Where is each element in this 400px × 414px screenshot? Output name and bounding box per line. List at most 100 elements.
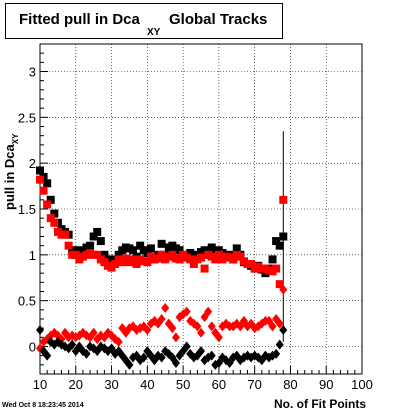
title-box: Fitted pull in Dca XY Global Tracks	[5, 3, 283, 39]
data-point-square	[114, 250, 123, 259]
chart-title-rest: Global Tracks	[169, 11, 268, 28]
x-tick-label: 100	[351, 377, 373, 392]
data-point-diamond	[139, 352, 148, 363]
data-point-diamond	[157, 352, 166, 363]
x-axis-label: No. of Fit Points	[274, 397, 366, 411]
data-point-square	[50, 209, 59, 218]
data-point-square	[132, 260, 141, 268]
data-point-diamond	[182, 341, 191, 352]
data-point-square	[93, 227, 102, 236]
x-tick-label: 90	[319, 377, 333, 392]
data-point-diamond	[143, 325, 152, 335]
data-point-diamond	[36, 325, 44, 335]
chart-title: Fitted pull in Dca	[19, 11, 140, 28]
data-point-diamond	[275, 339, 284, 350]
data-point-square	[64, 241, 73, 250]
data-point-diamond	[197, 327, 205, 338]
data-point-square	[189, 260, 198, 268]
data-point-diamond	[193, 321, 202, 332]
chart-title-subscript: XY	[147, 27, 161, 38]
data-point-square	[39, 186, 48, 195]
y-tick-label: 1	[29, 248, 36, 263]
data-point-diamond	[214, 332, 223, 343]
data-point-diamond	[68, 339, 77, 350]
y-tick-label: 0	[29, 340, 36, 355]
data-point-diamond	[207, 350, 216, 361]
data-point-square	[211, 255, 220, 264]
data-point-square	[279, 232, 288, 241]
data-point-square	[71, 250, 80, 259]
data-point-square	[46, 195, 55, 204]
data-point-square	[89, 232, 98, 241]
data-point-square	[272, 237, 281, 246]
data-point-square	[50, 218, 59, 227]
data-point-square	[186, 255, 195, 264]
data-point-diamond	[171, 332, 180, 343]
data-point-square	[111, 260, 120, 268]
data-point-diamond	[171, 358, 180, 368]
y-axis-label-main: pull in Dca	[2, 144, 17, 210]
x-tick-label: 30	[104, 377, 118, 392]
data-point-diamond	[204, 306, 213, 317]
y-axis-label: pull in DcaXY	[2, 133, 20, 210]
data-point-square	[36, 175, 44, 184]
data-point-square	[129, 246, 138, 255]
x-tick-label: 80	[283, 377, 297, 392]
data-point-diamond	[168, 323, 177, 334]
data-point-square	[46, 214, 55, 223]
data-point-square	[36, 166, 44, 175]
x-tick-label: 20	[69, 377, 83, 392]
data-point-square	[268, 255, 277, 264]
y-tick-label: 0.5	[18, 294, 36, 309]
data-point-square	[136, 241, 145, 250]
data-point-diamond	[82, 348, 91, 359]
data-point-square	[275, 280, 284, 289]
data-point-square	[129, 255, 138, 264]
y-axis-label-subscript: XY	[11, 133, 20, 145]
plot-frame	[39, 43, 363, 375]
x-tick-label: 40	[140, 377, 154, 392]
data-point-square	[175, 255, 184, 264]
data-point-square	[229, 255, 238, 264]
data-point-square	[146, 244, 155, 253]
data-point-diamond	[268, 321, 277, 332]
data-point-square	[214, 250, 223, 259]
data-point-square	[93, 250, 102, 259]
data-point-square	[96, 237, 105, 246]
data-point-diamond	[197, 346, 205, 357]
x-tick-label: 60	[212, 377, 226, 392]
data-point-square	[43, 179, 52, 188]
data-point-square	[247, 260, 256, 268]
data-point-diamond	[279, 325, 288, 335]
data-point-diamond	[161, 303, 170, 313]
data-point-square	[157, 250, 166, 259]
x-tick-label: 50	[176, 377, 190, 392]
data-point-square	[157, 239, 166, 248]
data-point-diamond	[272, 348, 281, 359]
data-point-square	[200, 246, 209, 255]
y-tick-label: 1.5	[18, 202, 36, 217]
x-tick-label: 10	[33, 377, 47, 392]
data-point-diamond	[89, 327, 98, 338]
data-point-square	[275, 241, 284, 250]
data-point-square	[236, 252, 245, 261]
y-tick-label: 3	[29, 65, 36, 80]
data-point-square	[43, 200, 52, 209]
data-point-diamond	[279, 284, 288, 295]
data-point-square	[232, 244, 241, 253]
y-tick-label: 2	[29, 156, 36, 171]
data-point-square	[68, 246, 77, 255]
data-point-diamond	[275, 318, 284, 329]
timestamp: Wed Oct 8 18:23:45 2014	[2, 402, 84, 409]
data-point-square	[279, 195, 288, 204]
data-point-diamond	[182, 306, 191, 317]
data-point-diamond	[125, 359, 134, 370]
data-point-square	[100, 250, 109, 259]
data-point-square	[86, 241, 95, 250]
data-point-square	[143, 258, 152, 267]
data-point-diamond	[43, 350, 52, 361]
data-point-square	[272, 264, 281, 273]
data-point-square	[61, 230, 70, 239]
x-tick-label: 70	[247, 377, 261, 392]
